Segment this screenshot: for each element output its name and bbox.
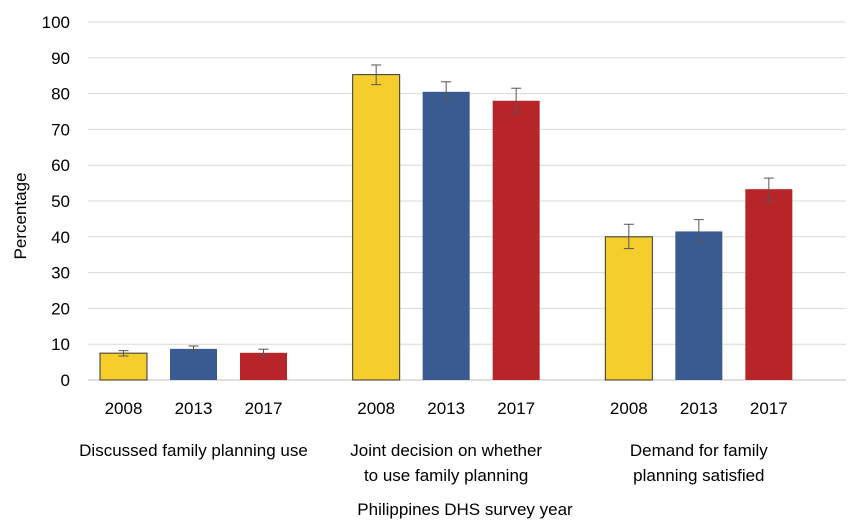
bar	[170, 348, 217, 380]
y-tick-label: 20	[51, 299, 70, 318]
y-tick-label: 0	[61, 371, 70, 390]
y-tick-label: 80	[51, 85, 70, 104]
x-group-label: planning satisfied	[633, 466, 764, 485]
x-year-label: 2013	[680, 399, 718, 418]
y-tick-label: 10	[51, 335, 70, 354]
y-tick-label: 90	[51, 49, 70, 68]
bar	[745, 189, 793, 380]
x-axis-title: Philippines DHS survey year	[357, 500, 573, 519]
y-tick-label: 40	[51, 228, 70, 247]
x-year-label: 2017	[497, 399, 535, 418]
x-year-label: 2013	[427, 399, 465, 418]
y-tick-label: 100	[42, 13, 70, 32]
x-group-label: Joint decision on whether	[350, 441, 542, 460]
y-axis-title: Percentage	[11, 173, 30, 260]
bar	[492, 100, 540, 380]
y-tick-label: 50	[51, 192, 70, 211]
bars	[99, 74, 793, 381]
y-tick-labels: 0 10 20 30 40 50 60 70 80 90 100	[42, 13, 70, 390]
y-tick-label: 30	[51, 264, 70, 283]
x-group-label: Discussed family planning use	[79, 441, 308, 460]
x-year-label: 2008	[610, 399, 648, 418]
y-tick-label: 70	[51, 120, 70, 139]
y-tick-label: 60	[51, 156, 70, 175]
bar	[352, 74, 401, 381]
bar	[604, 236, 653, 381]
bar	[99, 352, 148, 381]
error-bars	[118, 64, 774, 357]
x-year-label: 2017	[245, 399, 283, 418]
x-group-label: to use family planning	[364, 466, 528, 485]
x-year-label: 2017	[750, 399, 788, 418]
bar	[422, 91, 470, 380]
x-category-labels: 2008 2013 2017 Discussed family planning us…	[79, 399, 788, 485]
x-year-label: 2008	[105, 399, 143, 418]
x-year-label: 2013	[175, 399, 213, 418]
x-group-label: Demand for family	[630, 441, 768, 460]
bar	[240, 352, 287, 380]
x-year-label: 2008	[357, 399, 395, 418]
bar	[675, 231, 723, 380]
